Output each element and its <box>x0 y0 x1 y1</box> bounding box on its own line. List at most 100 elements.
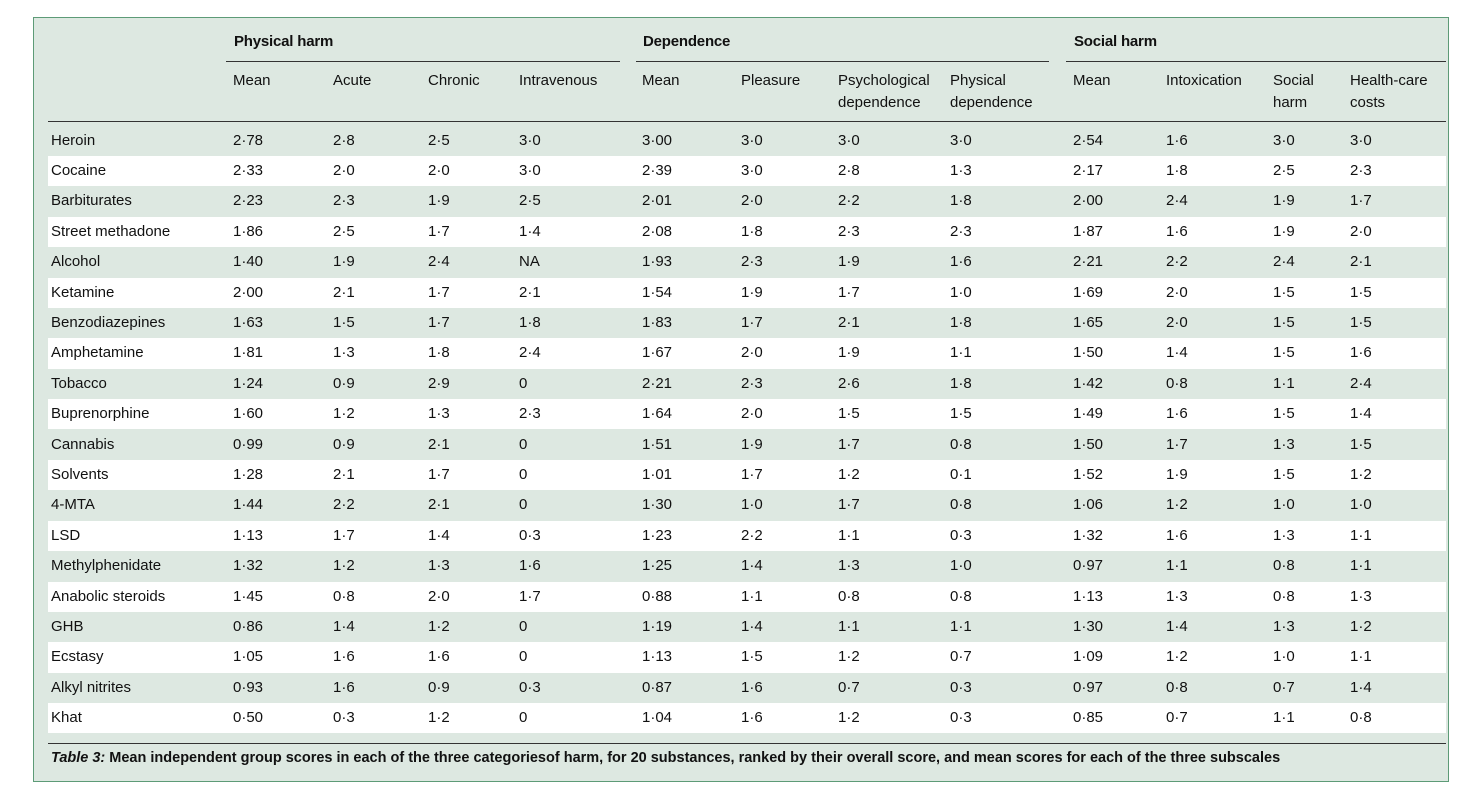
score-cell: 1·7 <box>838 435 860 453</box>
score-cell: 2·5 <box>1273 161 1295 179</box>
score-cell: 1·24 <box>233 374 264 392</box>
score-cell: 1·01 <box>642 465 673 483</box>
score-cell: 1·8 <box>1166 161 1188 179</box>
score-cell: 2·0 <box>428 161 450 179</box>
score-cell: 0·8 <box>1166 374 1188 392</box>
table-row: Street methadone 1·86 2·5 1·7 1·4 2·08 1·8 2·3 2… <box>48 216 1446 248</box>
score-cell: 1·7 <box>333 526 355 544</box>
score-cell: 1·0 <box>1350 496 1372 514</box>
score-cell: 1·2 <box>1350 465 1372 483</box>
score-cell: 1·8 <box>950 374 972 392</box>
score-cell: 1·3 <box>1273 526 1295 544</box>
score-cell: 1·7 <box>741 465 763 483</box>
score-cell: 1·8 <box>741 222 763 240</box>
score-cell: 0·8 <box>1273 557 1295 575</box>
column-header: Psychological dependence <box>838 72 930 111</box>
score-cell: 3·0 <box>519 131 541 149</box>
score-cell: 1·2 <box>1166 496 1188 514</box>
score-cell: 1·6 <box>1166 222 1188 240</box>
score-cell: 1·51 <box>642 435 673 453</box>
group-rule-dependence <box>636 61 1049 62</box>
score-cell: 2·0 <box>333 161 355 179</box>
score-cell: 3·0 <box>519 161 541 179</box>
score-cell: 2·4 <box>1350 374 1372 392</box>
score-cell: 1·7 <box>1166 435 1188 453</box>
score-cell: 0·50 <box>233 709 264 727</box>
score-cell: 0·7 <box>838 678 860 696</box>
table-row: Ketamine 2·00 2·1 1·7 2·1 1·54 1·9 1·7 1·0 1·69 2·… <box>48 277 1446 308</box>
column-header: Health-care costs <box>1350 72 1428 111</box>
substance-name: Khat <box>51 709 82 727</box>
score-cell: 0·99 <box>233 435 264 453</box>
score-cell: 0·87 <box>642 678 673 696</box>
substance-name: Alkyl nitrites <box>51 678 132 696</box>
score-cell: 1·25 <box>642 557 673 575</box>
score-cell: 1·0 <box>950 283 972 301</box>
score-cell: 0·8 <box>950 496 972 514</box>
score-cell: 1·5 <box>838 405 860 423</box>
score-cell: 1·1 <box>1273 709 1295 727</box>
table-row: Benzodiazepines 1·63 1·5 1·7 1·8 1·83 1·7 2·1 1·… <box>48 308 1446 338</box>
score-cell: 1·4 <box>741 617 763 635</box>
score-cell: 1·13 <box>1073 587 1104 605</box>
score-cell: 2·17 <box>1073 161 1104 179</box>
score-cell: 0·8 <box>1350 709 1372 727</box>
score-cell: 1·2 <box>838 648 860 666</box>
score-cell: 1·2 <box>1350 617 1372 635</box>
score-cell: NA <box>519 253 540 271</box>
score-cell: 1·6 <box>1350 344 1372 362</box>
score-cell: 2·8 <box>333 131 355 149</box>
score-cell: 2·21 <box>1073 253 1104 271</box>
score-cell: 1·6 <box>950 253 972 271</box>
column-header: Physical dependence <box>950 72 1033 111</box>
score-cell: 2·1 <box>428 496 450 514</box>
score-cell: 2·4 <box>428 253 450 271</box>
substance-name: Anabolic steroids <box>51 587 166 605</box>
score-cell: 0·8 <box>333 587 355 605</box>
score-cell: 2·3 <box>1350 161 1372 179</box>
score-cell: 2·2 <box>1166 253 1188 271</box>
score-cell: 1·44 <box>233 496 264 514</box>
score-cell: 1·2 <box>428 617 450 635</box>
score-cell: 0·3 <box>519 678 541 696</box>
score-cell: 0 <box>519 374 528 392</box>
score-cell: 1·3 <box>333 344 355 362</box>
score-cell: 1·7 <box>838 283 860 301</box>
score-cell: 1·60 <box>233 405 264 423</box>
score-cell: 3·0 <box>1273 131 1295 149</box>
score-cell: 1·8 <box>428 344 450 362</box>
substance-name: Buprenorphine <box>51 405 150 423</box>
score-cell: 2·3 <box>838 222 860 240</box>
score-cell: 0 <box>519 648 528 666</box>
score-cell: 2·08 <box>642 222 673 240</box>
score-cell: 0·3 <box>950 526 972 544</box>
score-cell: 1·6 <box>1166 405 1188 423</box>
score-cell: 0·9 <box>333 374 355 392</box>
header-rule <box>48 121 1446 122</box>
score-cell: 1·9 <box>1166 465 1188 483</box>
score-cell: 3·0 <box>1350 131 1372 149</box>
column-header: Chronic <box>428 72 480 89</box>
substance-name: Cannabis <box>51 435 115 453</box>
substance-name: Tobacco <box>51 374 107 392</box>
score-cell: 1·6 <box>428 648 450 666</box>
score-cell: 1·50 <box>1073 435 1104 453</box>
score-cell: 2·0 <box>741 344 763 362</box>
score-cell: 3·0 <box>741 161 763 179</box>
score-cell: 1·8 <box>519 313 541 331</box>
score-cell: 0·8 <box>838 587 860 605</box>
score-cell: 1·32 <box>233 557 264 575</box>
group-header-social-harm: Social harm <box>1074 33 1157 50</box>
score-cell: 2·39 <box>642 161 673 179</box>
table-row: Ecstasy 1·05 1·6 1·6 0 1·13 1·5 1·2 0·7 1·09 1·2 1·… <box>48 642 1446 673</box>
score-cell: 1·7 <box>1350 192 1372 210</box>
score-cell: 2·2 <box>838 192 860 210</box>
table-row: Tobacco 1·24 0·9 2·9 0 2·21 2·3 2·6 1·8 1·42 0·8 1·… <box>48 369 1446 399</box>
score-cell: 1·5 <box>333 313 355 331</box>
substance-name: GHB <box>51 617 84 635</box>
score-cell: 1·9 <box>741 435 763 453</box>
score-cell: 1·30 <box>642 496 673 514</box>
score-cell: 1·1 <box>1350 526 1372 544</box>
score-cell: 0·9 <box>428 678 450 696</box>
score-cell: 2·1 <box>519 283 541 301</box>
